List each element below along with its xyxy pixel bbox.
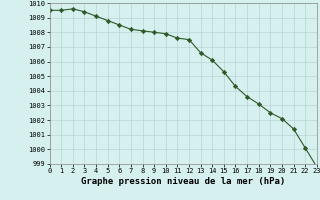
X-axis label: Graphe pression niveau de la mer (hPa): Graphe pression niveau de la mer (hPa) [81,177,285,186]
